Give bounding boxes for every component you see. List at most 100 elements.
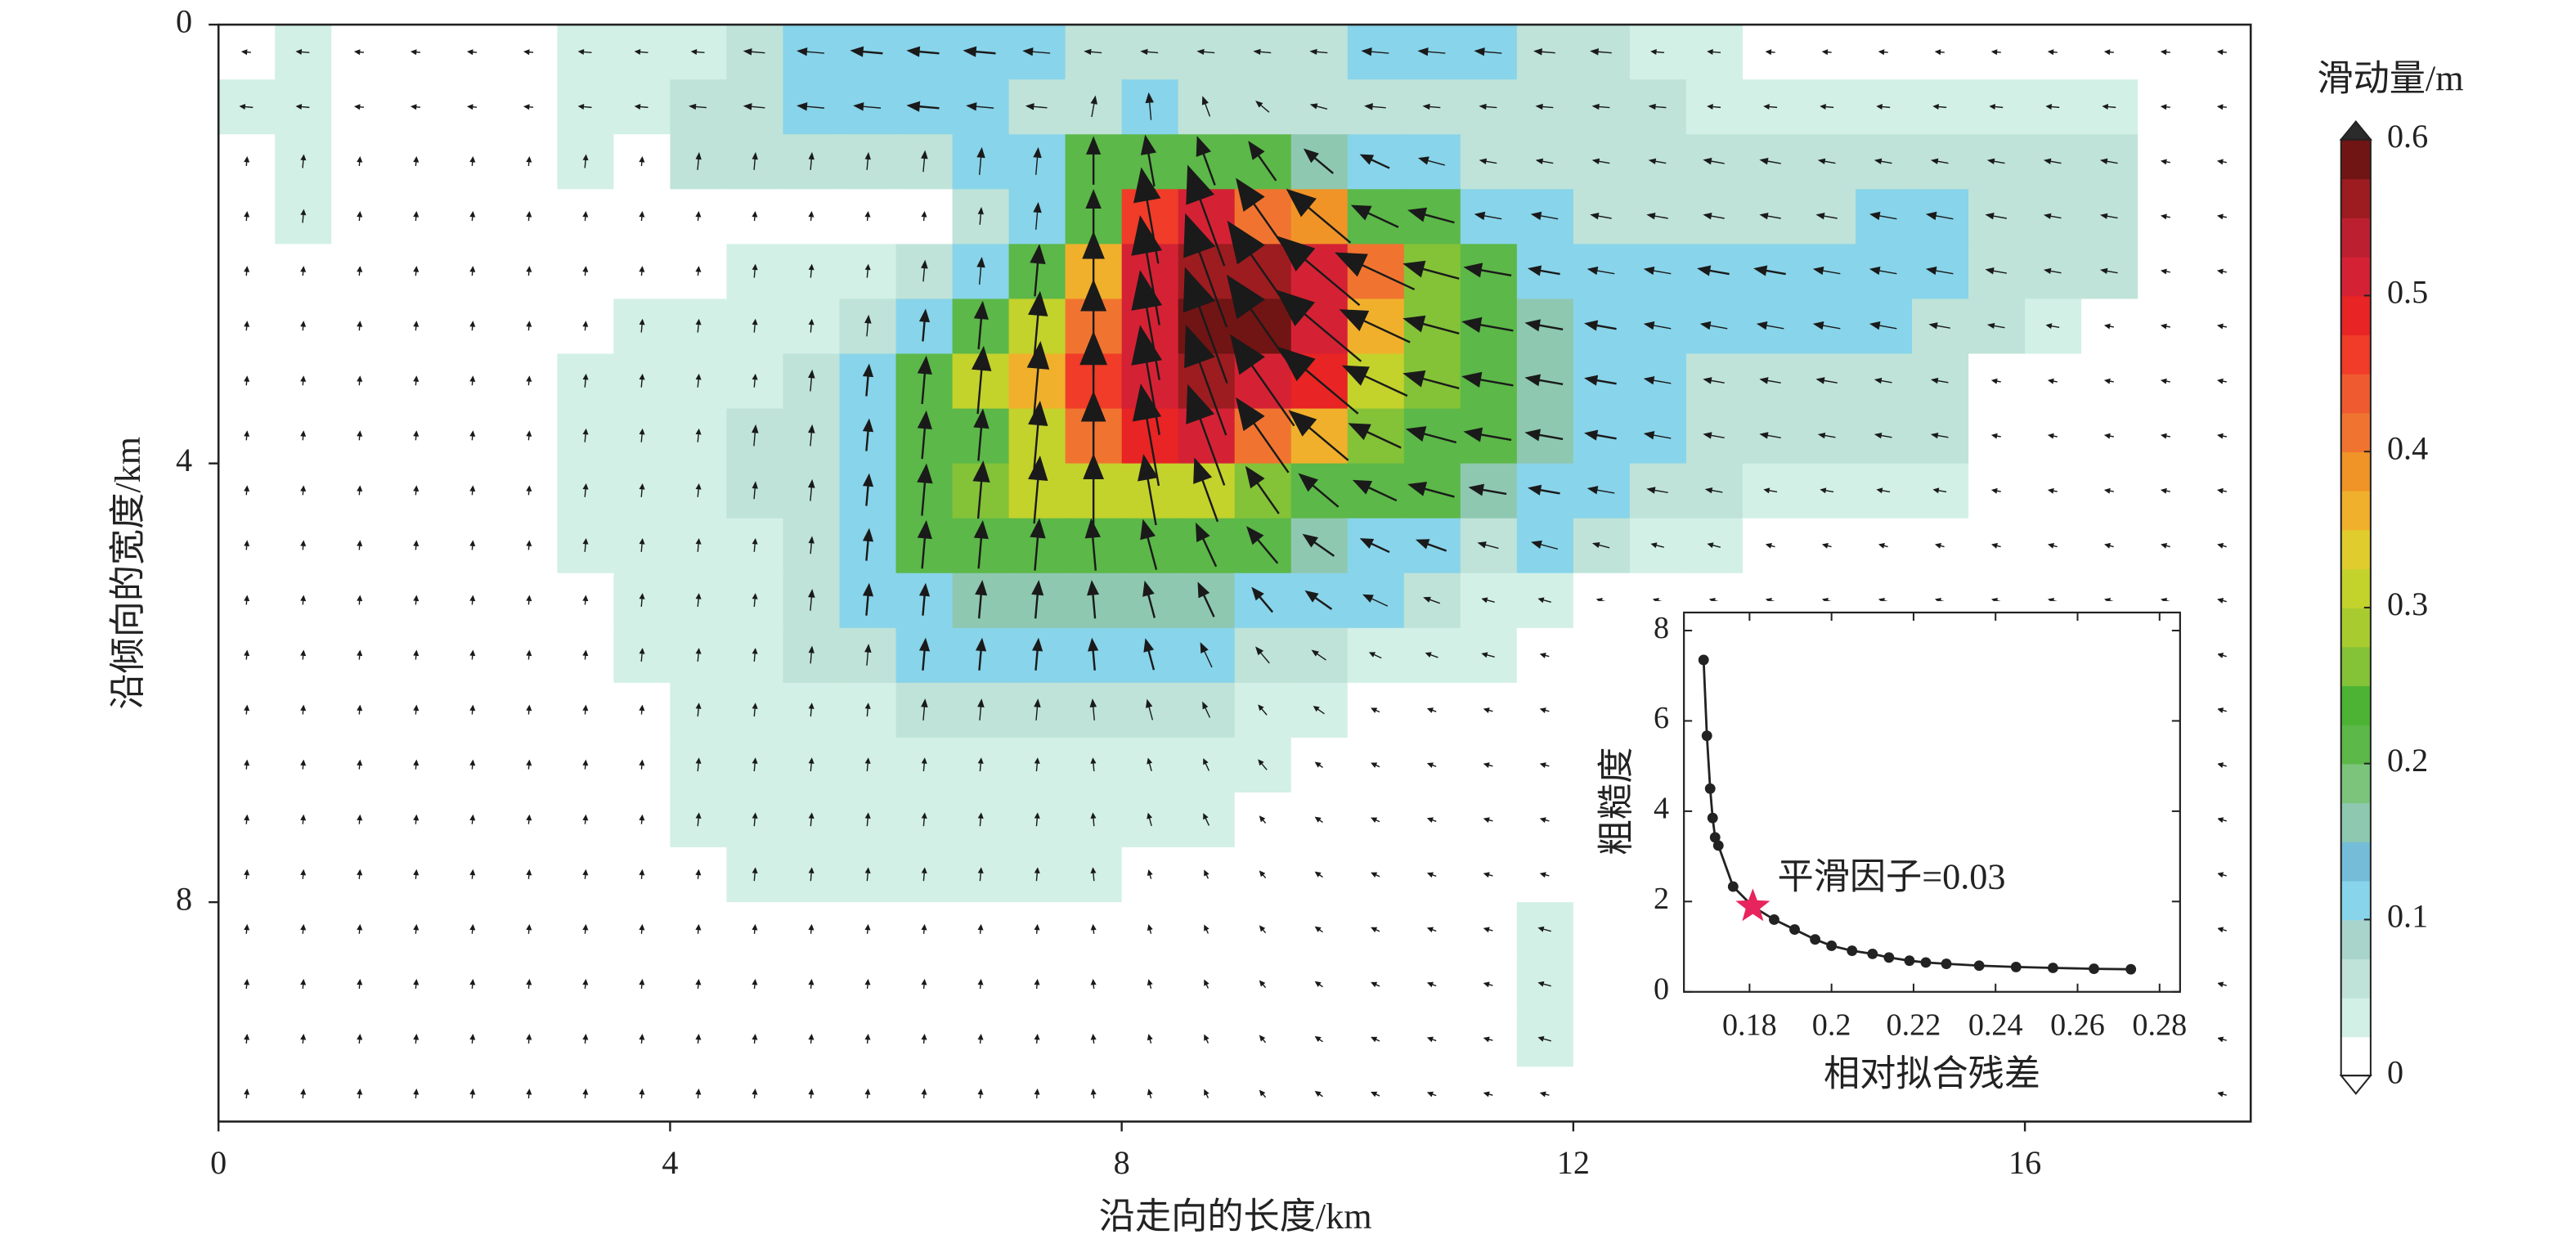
slip-arrow	[1707, 48, 1721, 55]
slip-arrow	[300, 814, 307, 824]
slip-arrow	[1483, 927, 1493, 933]
slip-arrow	[240, 49, 251, 56]
slip-arrow	[357, 540, 363, 550]
slip-arrow	[1090, 95, 1098, 118]
slip-arrow	[469, 759, 476, 770]
colorbar-band	[2340, 490, 2371, 531]
slip-arrow	[808, 589, 815, 611]
slip-arrow	[1371, 927, 1380, 933]
slip-arrow	[1586, 266, 1615, 276]
slip-arrow	[1533, 48, 1555, 56]
slip-arrow	[582, 978, 589, 989]
l-curve-point	[1698, 654, 1709, 666]
colorbar-tick-label: 0.6	[2387, 118, 2428, 155]
slip-arrow	[2216, 104, 2227, 110]
l-curve-point	[1769, 914, 1779, 925]
l-curve-point	[2125, 963, 2137, 975]
slip-arrow	[1417, 47, 1446, 56]
slip-arrow	[1371, 707, 1380, 713]
slip-arrow	[1463, 427, 1512, 442]
slip-arrow	[300, 704, 307, 715]
slip-arrow	[850, 46, 883, 57]
slip-arrow	[2217, 817, 2227, 824]
slip-arrow	[1140, 134, 1157, 187]
slip-arrow	[1703, 157, 1725, 165]
slip-arrow	[1090, 867, 1097, 882]
slip-arrow	[1204, 979, 1209, 989]
slip-arrow	[695, 593, 702, 607]
slip-arrow	[1090, 923, 1097, 934]
slip-arrow	[1090, 1033, 1097, 1044]
slip-arrow	[1756, 321, 1784, 330]
slip-arrow	[1303, 148, 1334, 174]
slip-arrow	[1314, 1035, 1323, 1043]
slip-arrow	[413, 321, 420, 331]
slip-arrow	[1030, 518, 1046, 571]
y-tick-label: 8	[176, 880, 192, 917]
slip-arrow	[1479, 103, 1497, 110]
slip-arrow	[1426, 762, 1437, 768]
slip-arrow	[752, 211, 758, 222]
slip-arrow	[695, 703, 702, 717]
slip-arrow	[300, 869, 307, 879]
l-curve-point	[1883, 952, 1895, 963]
slip-arrow	[244, 1033, 250, 1044]
slip-arrow	[1086, 136, 1102, 185]
slip-arrow	[1699, 321, 1728, 330]
slip-arrow	[413, 375, 420, 386]
slip-arrow	[864, 867, 871, 882]
slip-arrow	[357, 211, 363, 222]
slip-arrow	[582, 759, 589, 770]
slip-arrow	[752, 1089, 758, 1099]
colorbar-band	[2340, 763, 2371, 804]
slip-arrow	[469, 923, 476, 934]
l-curve-point	[1704, 783, 1716, 794]
slip-arrow	[1407, 482, 1455, 498]
slip-arrow	[1539, 707, 1550, 713]
slip-arrow	[244, 540, 250, 550]
colorbar-band	[2340, 958, 2371, 999]
slip-arrow	[1186, 164, 1226, 267]
slip-arrow	[526, 266, 532, 276]
inset-y-tick-label: 2	[1654, 882, 1669, 916]
slip-arrow	[1255, 646, 1270, 664]
slip-arrow	[469, 540, 476, 550]
slip-arrow	[1539, 872, 1550, 878]
slip-arrow	[1304, 590, 1333, 610]
inset-x-tick-label: 0.28	[2132, 1008, 2187, 1043]
slip-arrow	[1314, 816, 1323, 824]
slip-arrow	[1650, 542, 1664, 549]
slip-arrow	[469, 1033, 476, 1044]
slip-arrow	[1925, 266, 1954, 276]
slip-arrow	[1643, 376, 1672, 385]
l-curve-point	[1920, 957, 1932, 968]
slip-arrow	[752, 318, 758, 333]
slip-arrow	[2216, 213, 2227, 220]
l-curve-point	[2010, 961, 2022, 972]
slip-arrow	[1032, 637, 1043, 671]
slip-arrow	[752, 373, 758, 388]
l-curve-point	[2047, 963, 2058, 973]
slip-arrow	[244, 266, 250, 276]
slip-arrow	[1483, 872, 1493, 878]
slip-arrow	[244, 211, 250, 222]
slip-arrow	[1650, 48, 1665, 55]
slip-arrow	[1259, 870, 1267, 879]
slip-arrow	[808, 1033, 815, 1044]
slip-arrow	[1934, 542, 1945, 549]
slip-arrow	[300, 1089, 307, 1099]
colorbar-title: 滑动量/m	[2317, 59, 2463, 99]
slip-arrow	[357, 375, 363, 386]
slip-arrow	[1371, 1036, 1380, 1043]
slip-arrow	[1928, 322, 1950, 330]
slip-arrow	[1341, 365, 1408, 397]
slip-arrow	[1407, 207, 1455, 224]
slip-arrow	[695, 1033, 702, 1044]
inset-y-tick-label: 8	[1654, 611, 1669, 645]
slip-arrow	[526, 321, 532, 331]
slip-arrow	[977, 206, 984, 225]
colorbar-band	[2340, 607, 2371, 648]
slip-arrow	[1763, 104, 1778, 110]
slip-arrow	[1034, 1033, 1040, 1044]
slip-arrow	[2216, 49, 2227, 56]
